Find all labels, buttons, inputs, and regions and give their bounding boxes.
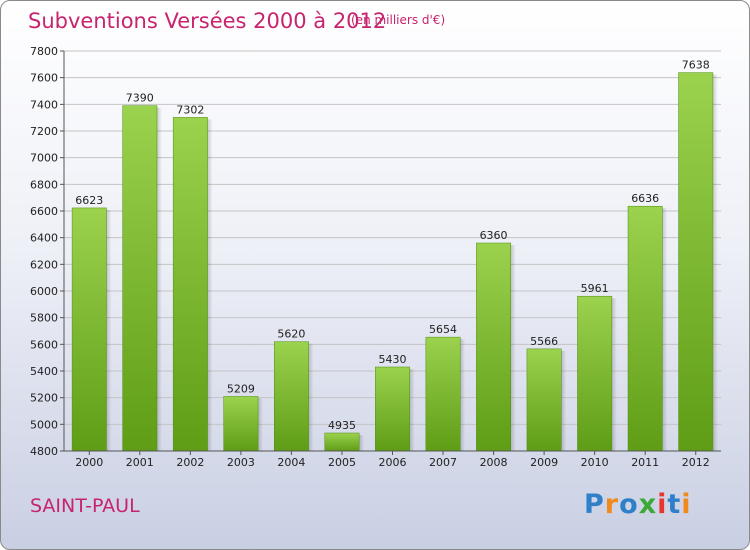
bar-shadow (561, 350, 567, 451)
bar-value-label: 5209 (227, 382, 255, 395)
bar-shadow (712, 74, 718, 451)
bar-shadow (308, 343, 314, 451)
x-tick-label: 2011 (631, 456, 659, 469)
logo-letter: i (657, 489, 668, 520)
logo-letter: t (667, 489, 682, 520)
bar-shadow (359, 435, 365, 451)
bar-value-label: 5430 (379, 353, 407, 366)
bar-value-label: 4935 (328, 419, 356, 432)
bar-shadow (258, 398, 264, 451)
bar-shadow (611, 298, 617, 451)
bar-value-label: 6623 (75, 194, 103, 207)
bar-value-label: 7390 (126, 92, 154, 105)
y-tick-label: 6000 (30, 285, 58, 298)
chart-subtitle: (en milliers d'€) (351, 13, 446, 27)
y-axis-ticks: 4800 5000 5200 5400 5600 5800 6000 6200 6400 6600… (30, 45, 64, 458)
y-tick-label: 4800 (30, 445, 58, 458)
bar-value-label: 6636 (631, 192, 659, 205)
bar-2002 (172, 117, 208, 452)
x-tick-label: 2000 (75, 456, 103, 469)
logo-letter: r (604, 489, 620, 520)
chart-title: Subventions Versées 2000 à 2012 (28, 9, 387, 33)
x-axis-ticks: 2000 2001 2002 2003 2004 2005 2006 2007 2008 2009… (75, 451, 710, 469)
x-tick-label: 2006 (379, 456, 407, 469)
x-tick-label: 2008 (480, 456, 508, 469)
y-tick-label: 7400 (30, 98, 58, 111)
bar-value-label: 5654 (429, 323, 457, 336)
bar-shadow (460, 339, 466, 451)
bar-value-label: 6360 (480, 229, 508, 242)
commune-name: SAINT-PAUL (30, 495, 140, 517)
bar-value-label: 5620 (277, 328, 305, 341)
x-tick-label: 2005 (328, 456, 356, 469)
y-tick-label: 6800 (30, 178, 58, 191)
y-tick-label: 5200 (30, 392, 58, 405)
bar-shadow (510, 245, 516, 451)
bar-2005 (324, 432, 360, 452)
bars: 6623 7390 7302 5209 5620 4935 5430 5654 6360 5566… (71, 59, 718, 452)
bar-shadow (662, 208, 668, 451)
logo-letter: x (638, 489, 658, 520)
x-tick-label: 2007 (429, 456, 457, 469)
bar-2006 (375, 366, 410, 452)
bar-shadow (106, 209, 112, 451)
y-tick-label: 6600 (30, 205, 58, 218)
x-tick-label: 2010 (581, 456, 609, 469)
y-tick-label: 5600 (30, 338, 58, 351)
logo-letter: o (619, 489, 639, 520)
y-tick-label: 5000 (30, 418, 58, 431)
y-tick-label: 6200 (30, 258, 58, 271)
bar-value-label: 5566 (530, 335, 558, 348)
bar-2010 (577, 295, 613, 452)
bar-2007 (425, 336, 461, 452)
bar-shadow (207, 119, 213, 452)
x-tick-label: 2001 (126, 456, 154, 469)
bar-value-label: 7302 (176, 103, 204, 116)
bar-shadow (409, 369, 415, 451)
bar-value-label: 5961 (581, 282, 609, 295)
y-tick-label: 6400 (30, 232, 58, 245)
bar-2008 (476, 242, 512, 452)
logo-letter: P (584, 489, 605, 520)
x-tick-label: 2009 (530, 456, 558, 469)
x-tick-label: 2002 (176, 456, 204, 469)
proxiti-logo: Proxiti (584, 489, 692, 520)
logo-letter: i (681, 489, 692, 520)
bar-2004 (273, 341, 309, 452)
y-tick-label: 7800 (30, 45, 58, 58)
y-tick-label: 7600 (30, 72, 58, 85)
y-tick-label: 7000 (30, 152, 58, 165)
bar-2001 (122, 105, 158, 452)
bar-2000 (71, 207, 107, 452)
y-tick-label: 5400 (30, 365, 58, 378)
bar-2009 (526, 348, 562, 452)
bar-2012 (678, 72, 714, 452)
x-tick-label: 2012 (682, 456, 710, 469)
y-tick-label: 5800 (30, 312, 58, 325)
y-tick-label: 7200 (30, 125, 58, 138)
bar-shadow (156, 107, 162, 452)
x-tick-label: 2003 (227, 456, 255, 469)
bar-value-label: 7638 (682, 59, 710, 72)
x-tick-label: 2004 (277, 456, 305, 469)
bar-2011 (627, 205, 663, 452)
bar-2003 (223, 396, 259, 452)
